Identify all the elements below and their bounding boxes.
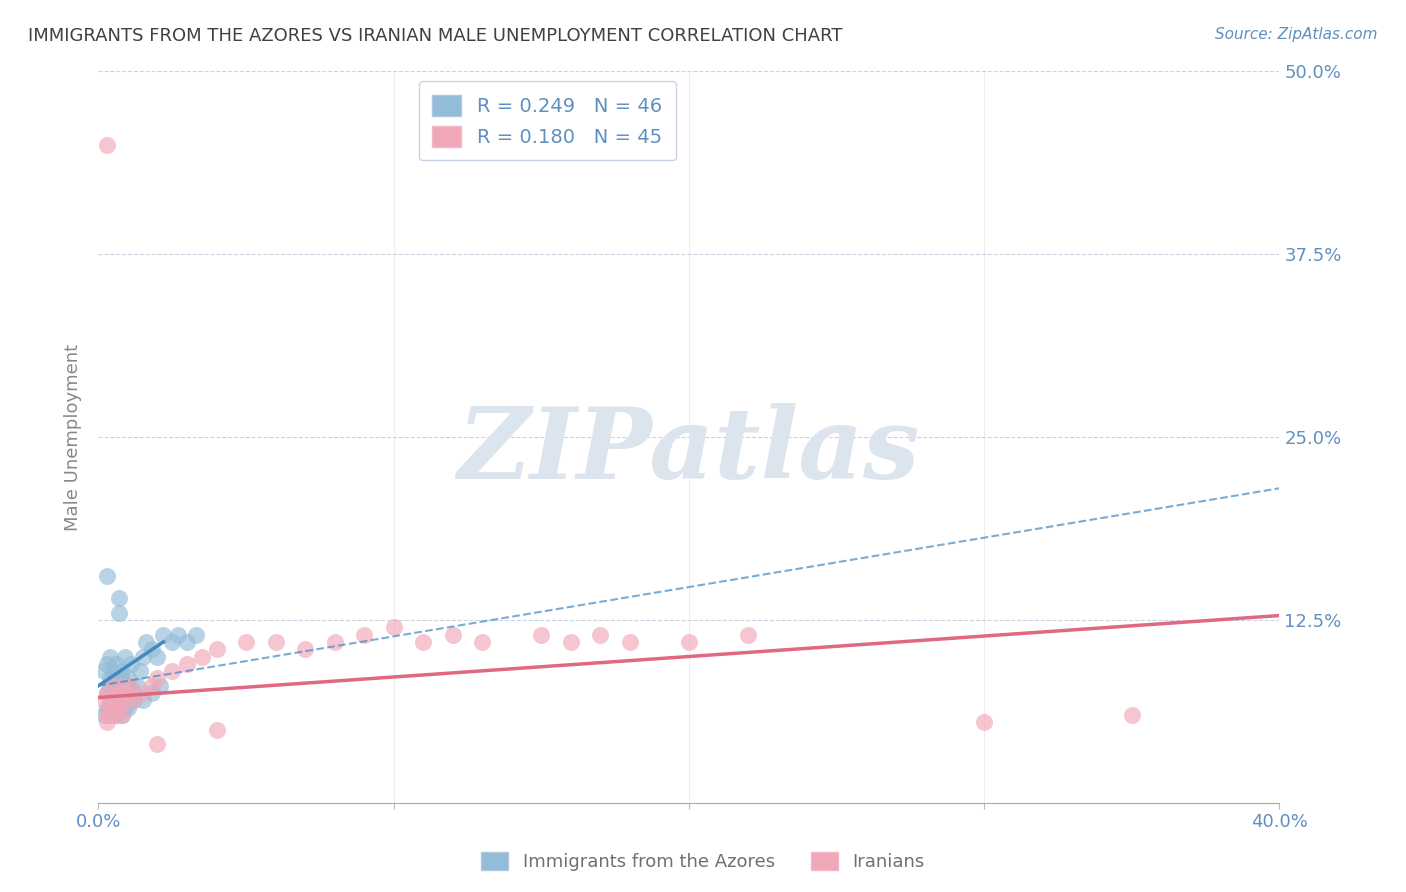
Point xyxy=(176,635,198,649)
Point xyxy=(108,700,131,714)
Point xyxy=(96,686,118,700)
Legend: R = 0.249   N = 46, R = 0.180   N = 45: R = 0.249 N = 46, R = 0.180 N = 45 xyxy=(419,81,676,161)
Point xyxy=(120,679,142,693)
Point xyxy=(93,693,115,707)
Point xyxy=(162,635,183,649)
Point xyxy=(103,686,125,700)
Point xyxy=(96,657,118,671)
Point xyxy=(678,635,700,649)
Point xyxy=(235,635,257,649)
Point xyxy=(167,627,190,641)
Point xyxy=(98,672,121,686)
Point xyxy=(108,700,131,714)
Point xyxy=(117,700,139,714)
Point xyxy=(589,627,612,641)
Point xyxy=(98,700,121,714)
Y-axis label: Male Unemployment: Male Unemployment xyxy=(65,343,83,531)
Point xyxy=(132,686,155,700)
Point xyxy=(96,715,118,730)
Point xyxy=(96,700,118,714)
Point xyxy=(149,679,172,693)
Point xyxy=(353,627,375,641)
Point xyxy=(96,137,118,152)
Point xyxy=(105,672,128,686)
Point xyxy=(120,657,142,671)
Point xyxy=(98,679,121,693)
Point xyxy=(103,693,125,707)
Point xyxy=(111,679,134,693)
Point xyxy=(205,723,228,737)
Point xyxy=(135,635,157,649)
Point xyxy=(93,708,115,723)
Point xyxy=(294,642,316,657)
Point xyxy=(114,649,136,664)
Point xyxy=(973,715,995,730)
Point xyxy=(1121,708,1143,723)
Point xyxy=(152,627,174,641)
Point xyxy=(530,627,553,641)
Point xyxy=(114,700,136,714)
Point xyxy=(114,693,136,707)
Text: Source: ZipAtlas.com: Source: ZipAtlas.com xyxy=(1215,27,1378,42)
Point xyxy=(162,664,183,678)
Point xyxy=(560,635,582,649)
Point xyxy=(96,569,118,583)
Point xyxy=(141,686,163,700)
Point xyxy=(146,737,169,751)
Point xyxy=(122,686,145,700)
Point xyxy=(441,627,464,641)
Point xyxy=(122,693,145,707)
Point xyxy=(98,708,121,723)
Point xyxy=(141,679,163,693)
Point xyxy=(146,672,169,686)
Point xyxy=(93,664,115,678)
Point xyxy=(108,606,131,620)
Point xyxy=(103,664,125,678)
Point xyxy=(132,649,155,664)
Point xyxy=(108,591,131,605)
Point xyxy=(264,635,287,649)
Point xyxy=(111,708,134,723)
Point xyxy=(471,635,494,649)
Point xyxy=(103,679,125,693)
Point xyxy=(117,672,139,686)
Legend: Immigrants from the Azores, Iranians: Immigrants from the Azores, Iranians xyxy=(474,845,932,879)
Point xyxy=(125,679,148,693)
Point xyxy=(141,642,163,657)
Point xyxy=(105,693,128,707)
Point xyxy=(412,635,434,649)
Point xyxy=(96,708,118,723)
Point xyxy=(108,686,131,700)
Point xyxy=(98,700,121,714)
Point xyxy=(132,693,155,707)
Text: IMMIGRANTS FROM THE AZORES VS IRANIAN MALE UNEMPLOYMENT CORRELATION CHART: IMMIGRANTS FROM THE AZORES VS IRANIAN MA… xyxy=(28,27,842,45)
Point xyxy=(105,693,128,707)
Point xyxy=(111,664,134,678)
Point xyxy=(619,635,641,649)
Point xyxy=(128,664,150,678)
Point xyxy=(323,635,346,649)
Point xyxy=(205,642,228,657)
Point xyxy=(105,708,128,723)
Point xyxy=(98,649,121,664)
Point xyxy=(176,657,198,671)
Point xyxy=(103,700,125,714)
Point xyxy=(122,693,145,707)
Point xyxy=(111,672,134,686)
Point xyxy=(103,679,125,693)
Point xyxy=(146,649,169,664)
Point xyxy=(184,627,207,641)
Point xyxy=(105,708,128,723)
Point xyxy=(105,657,128,671)
Point xyxy=(111,708,134,723)
Point xyxy=(96,686,118,700)
Point xyxy=(117,679,139,693)
Point xyxy=(737,627,759,641)
Text: ZIPatlas: ZIPatlas xyxy=(458,403,920,500)
Point xyxy=(382,620,405,634)
Point xyxy=(117,686,139,700)
Point xyxy=(191,649,214,664)
